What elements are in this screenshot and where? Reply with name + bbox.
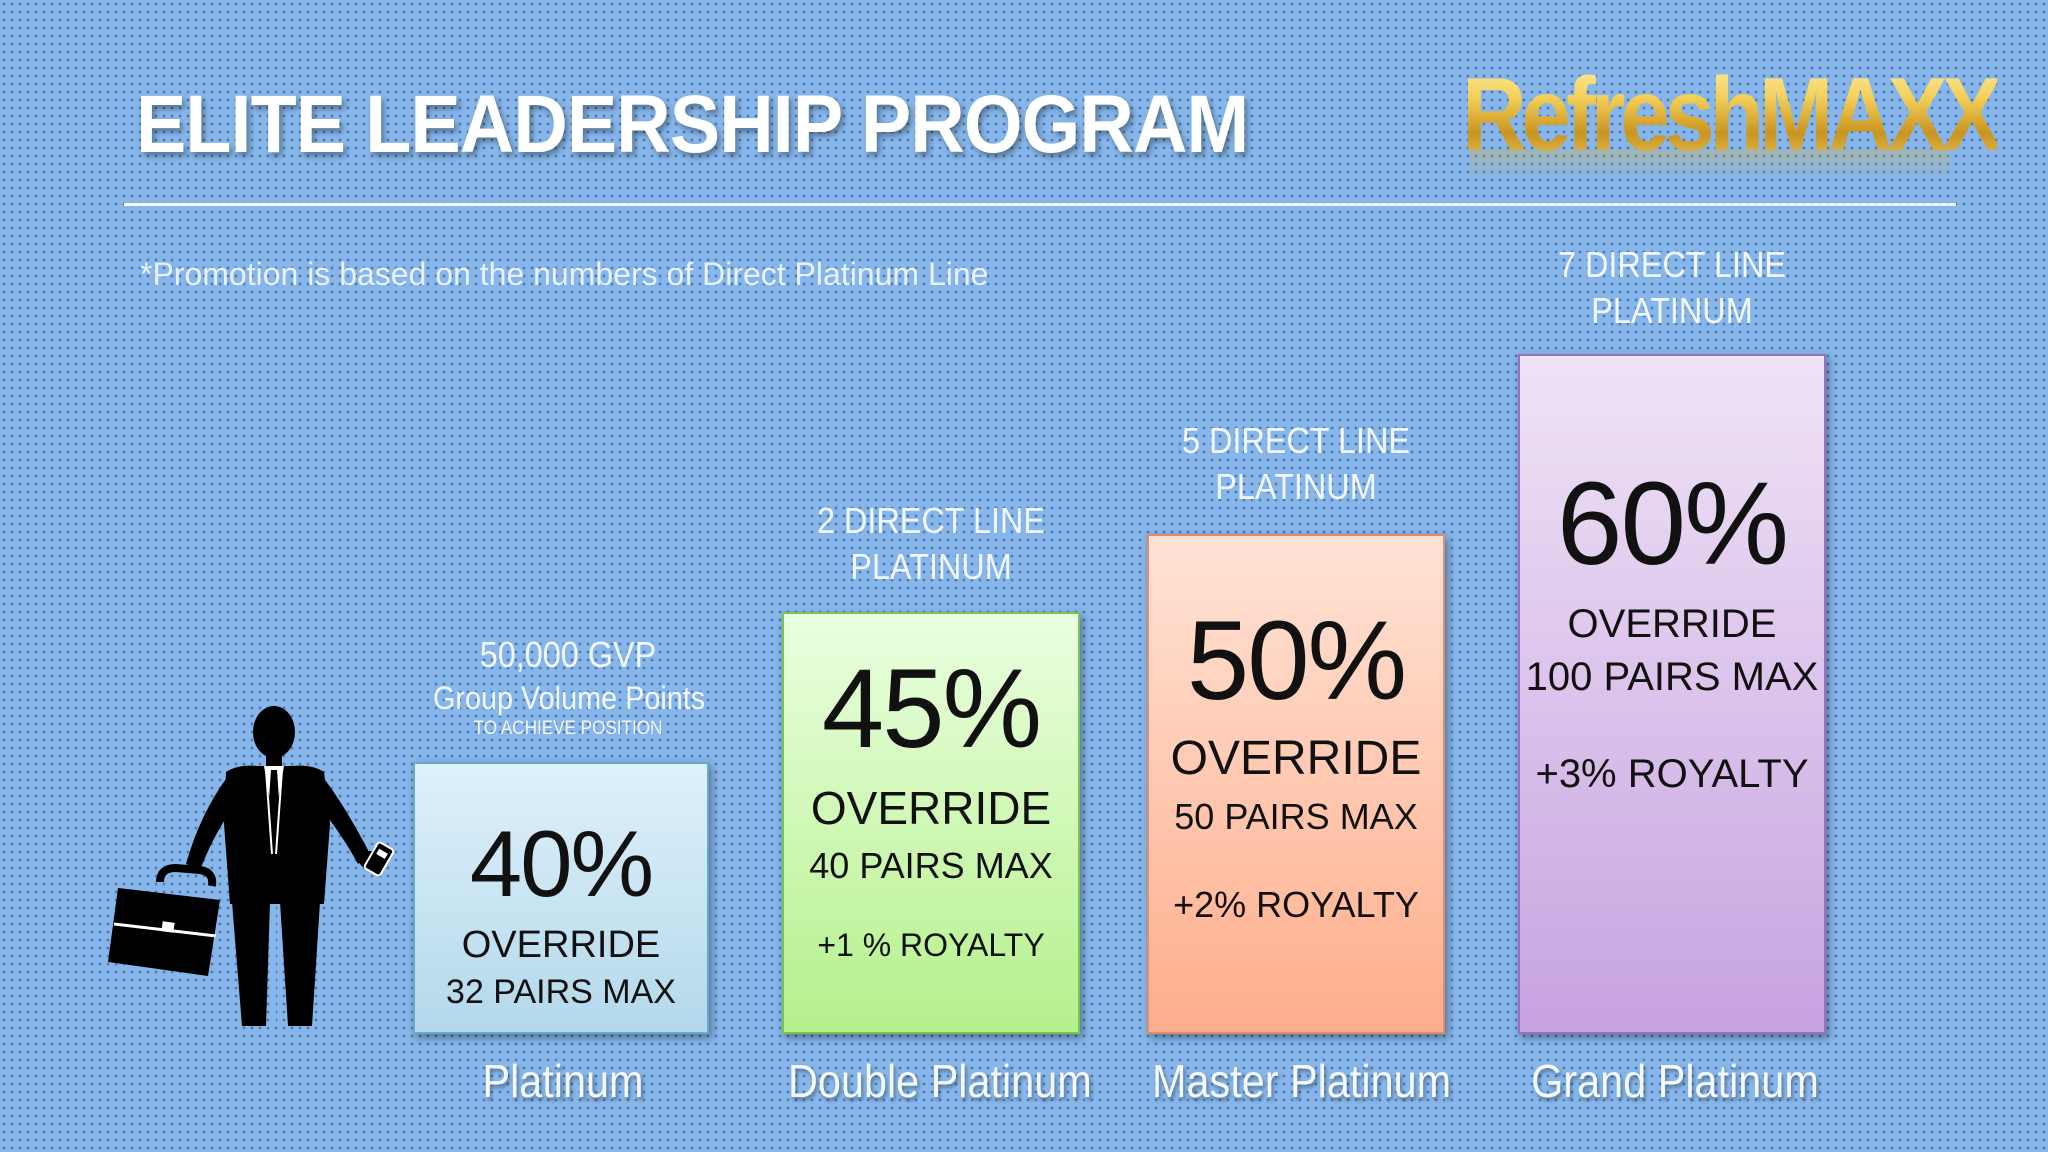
pairs-max: 32 PAIRS MAX xyxy=(446,973,676,1011)
royalty: +3% ROYALTY xyxy=(1535,752,1809,796)
rank-card-master-platinum: 50% OVERRIDE 50 PAIRS MAX +2% ROYALTY xyxy=(1147,534,1445,1034)
requirement-platinum: 50,000 GVP Group Volume Points TO ACHIEV… xyxy=(433,632,706,740)
phone-icon xyxy=(363,841,395,877)
rank-name-platinum: Platinum xyxy=(482,1055,644,1107)
requirement-line: 2 DIRECT LINE xyxy=(816,500,1046,541)
rank-name-master-platinum: Master Platinum xyxy=(1152,1055,1452,1107)
requirement-grand-platinum: 7 DIRECT LINE PLATINUM xyxy=(1533,242,1810,334)
override-label: OVERRIDE xyxy=(810,782,1052,834)
royalty: +2% ROYALTY xyxy=(1173,884,1419,925)
businessman-icon xyxy=(108,706,395,1026)
override-percent: 45% xyxy=(821,646,1042,771)
promotion-note: *Promotion is based on the numbers of Di… xyxy=(140,256,989,292)
rank-name-grand-platinum: Grand Platinum xyxy=(1531,1055,1819,1107)
override-percent: 40% xyxy=(469,811,654,916)
requirement-line: TO ACHIEVE POSITION xyxy=(473,718,663,739)
requirement-line: Group Volume Points xyxy=(433,680,706,716)
requirement-line: PLATINUM xyxy=(1215,466,1377,507)
override-label: OVERRIDE xyxy=(1170,732,1422,785)
requirement-line: 50,000 GVP xyxy=(479,634,657,675)
pairs-max: 40 PAIRS MAX xyxy=(809,845,1053,886)
page-title: ELITE LEADERSHIP PROGRAM xyxy=(136,79,1249,170)
royalty: +1 % ROYALTY xyxy=(817,927,1045,963)
logo-reflection xyxy=(1470,150,1950,180)
override-percent: 50% xyxy=(1186,598,1407,723)
override-label: OVERRIDE xyxy=(461,924,661,966)
requirement-line: PLATINUM xyxy=(1591,290,1753,331)
override-percent: 60% xyxy=(1556,458,1789,590)
brand-logo: RefreshMAXX xyxy=(1462,57,2002,173)
rank-card-grand-platinum: 60% OVERRIDE 100 PAIRS MAX +3% ROYALTY xyxy=(1518,354,1826,1034)
requirement-double-platinum: 2 DIRECT LINE PLATINUM xyxy=(797,498,1065,590)
briefcase-icon xyxy=(108,863,220,976)
header-divider xyxy=(124,203,1956,206)
pairs-max: 100 PAIRS MAX xyxy=(1525,655,1819,699)
rank-card-double-platinum: 45% OVERRIDE 40 PAIRS MAX +1 % ROYALTY xyxy=(782,612,1080,1034)
requirement-line: 5 DIRECT LINE xyxy=(1181,420,1411,461)
override-label: OVERRIDE xyxy=(1567,602,1777,646)
requirement-line: PLATINUM xyxy=(850,546,1012,587)
requirement-master-platinum: 5 DIRECT LINE PLATINUM xyxy=(1162,418,1430,510)
rank-name-double-platinum: Double Platinum xyxy=(788,1055,1092,1107)
rank-card-platinum: 40% OVERRIDE 32 PAIRS MAX xyxy=(413,762,709,1034)
requirement-line: 7 DIRECT LINE xyxy=(1557,244,1787,285)
pairs-max: 50 PAIRS MAX xyxy=(1174,796,1418,837)
